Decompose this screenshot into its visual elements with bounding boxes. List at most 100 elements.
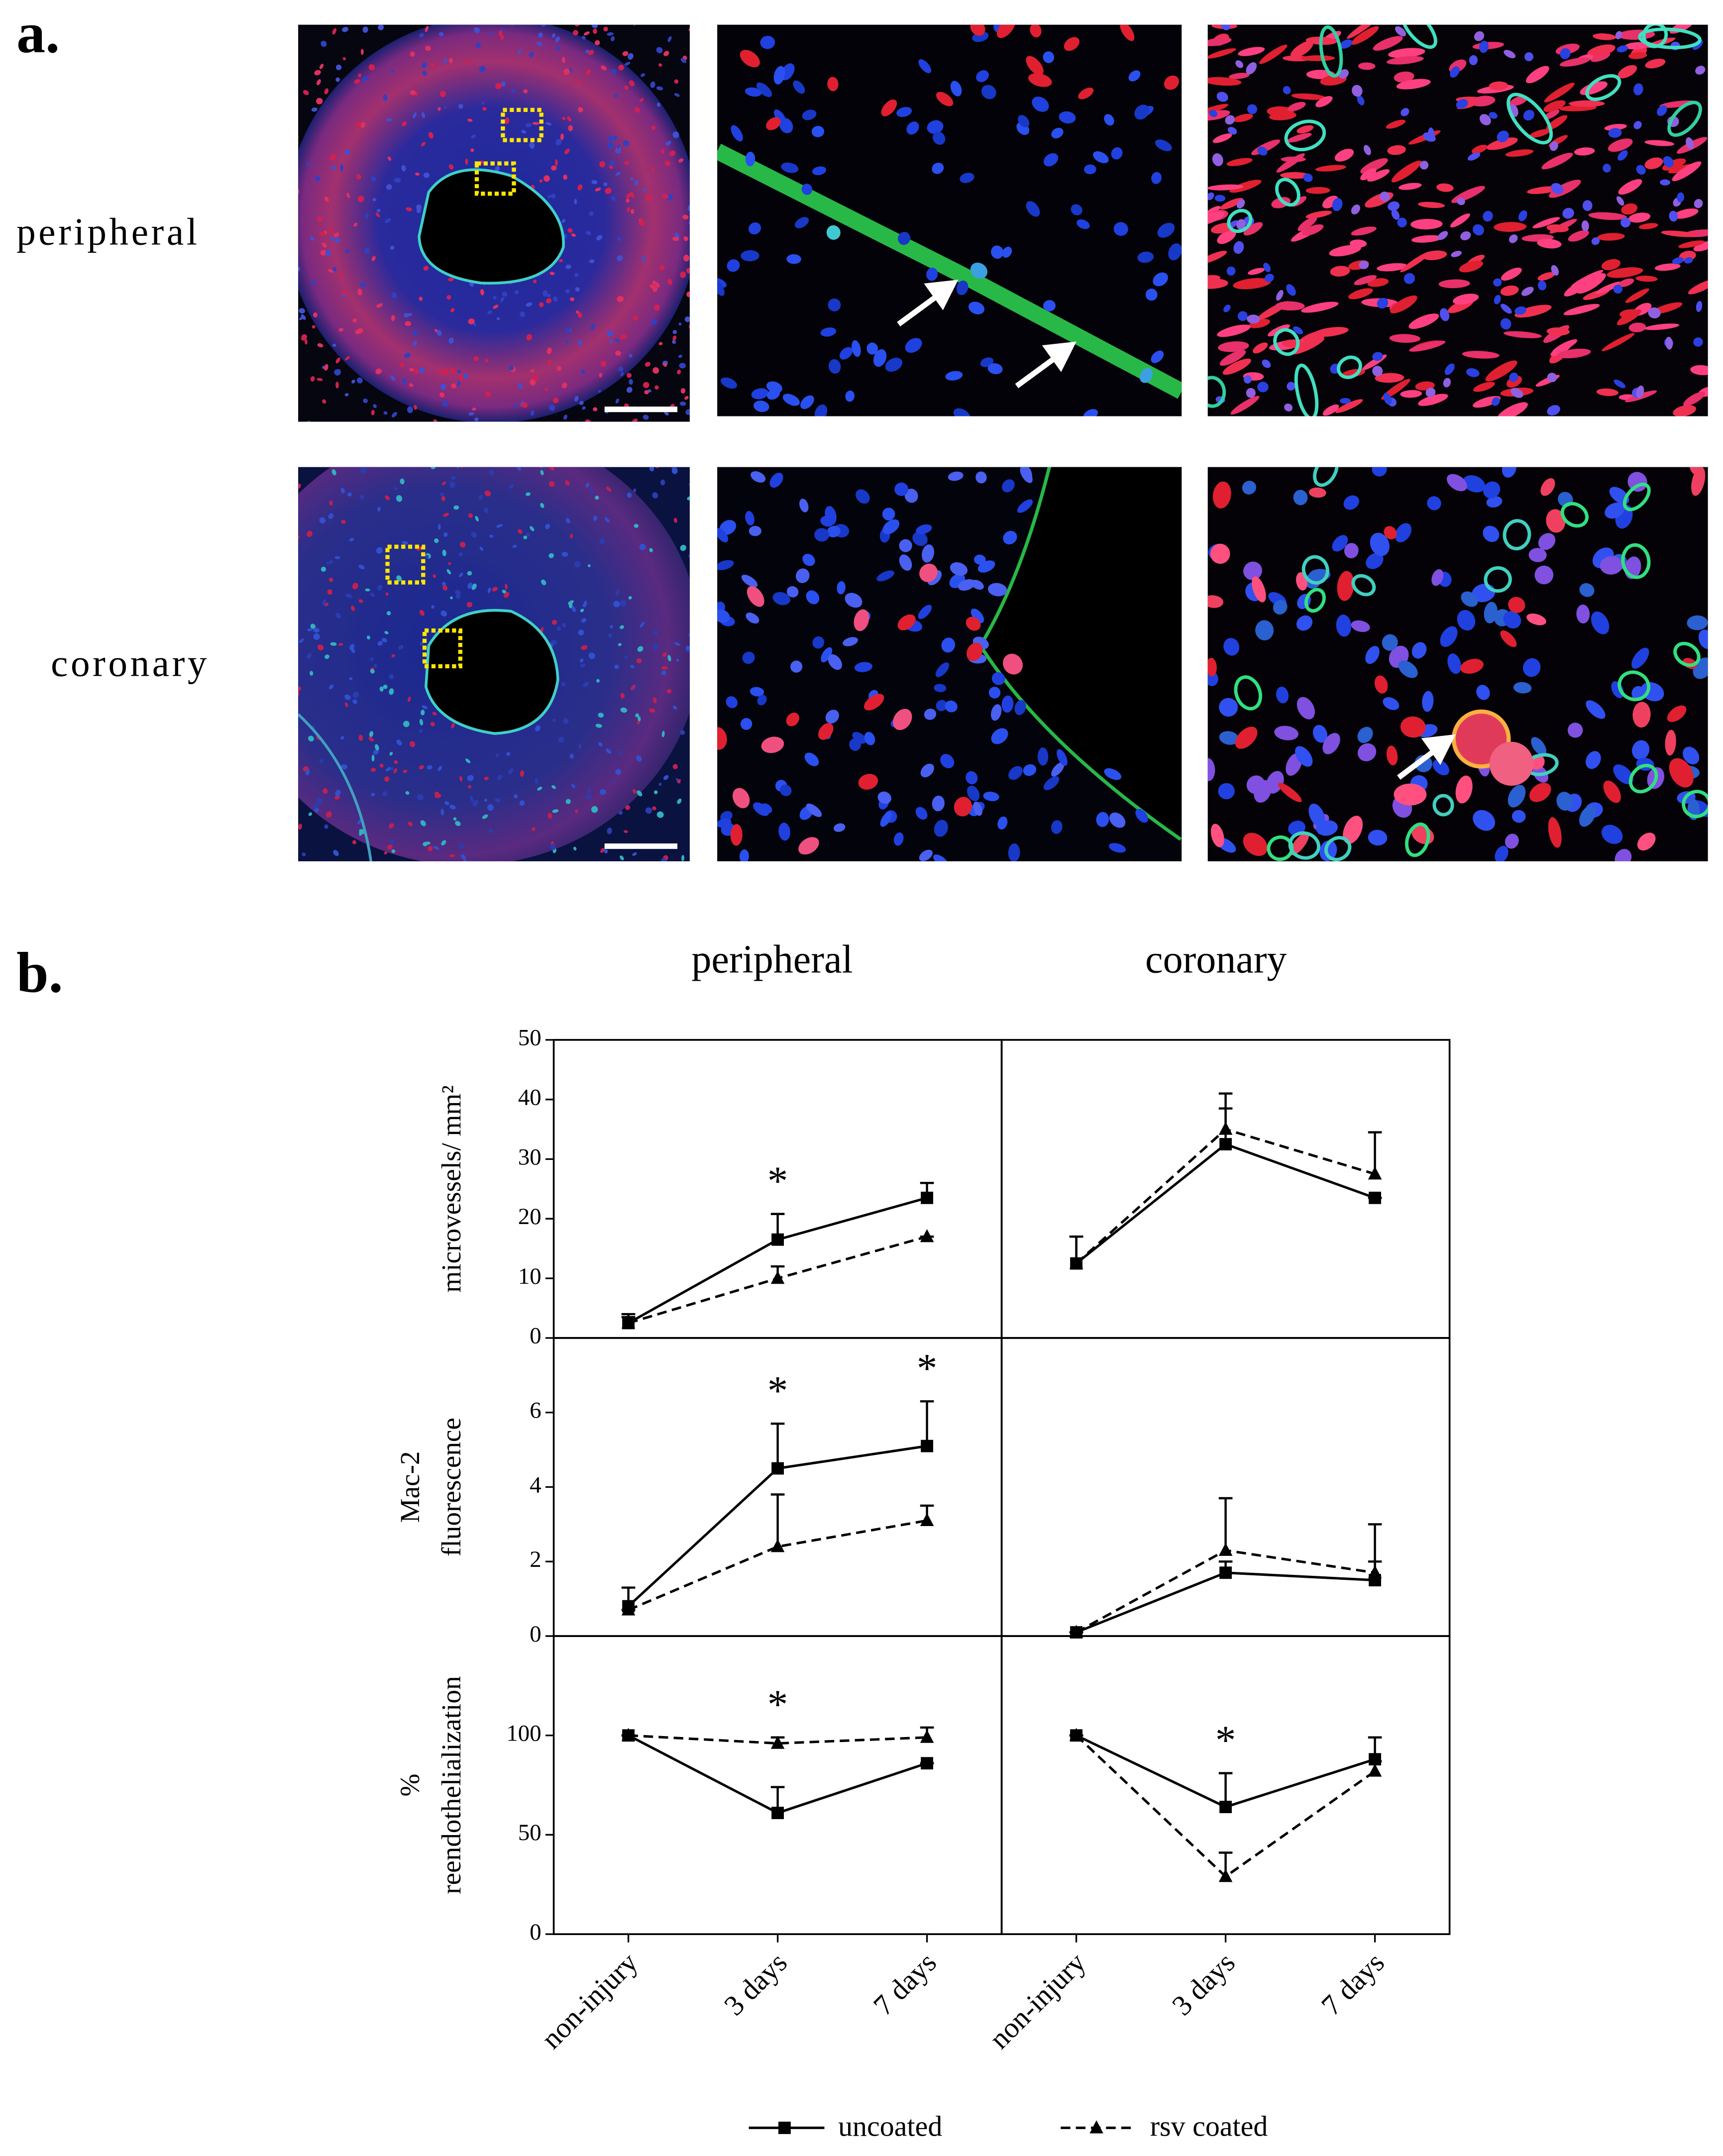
lumen [418, 168, 565, 285]
cell [750, 687, 764, 697]
cell [412, 330, 418, 336]
cell [1683, 392, 1706, 407]
cell [1235, 60, 1244, 68]
cells [298, 460, 690, 861]
cell [1374, 675, 1388, 694]
cell [1316, 820, 1338, 836]
cell [1422, 691, 1434, 712]
cell [386, 184, 392, 190]
cell [529, 142, 535, 149]
cell [1444, 363, 1455, 375]
cell [385, 495, 390, 501]
cell [357, 196, 364, 203]
cell [431, 467, 436, 469]
cell [555, 36, 560, 43]
cell [449, 854, 455, 857]
cell [933, 854, 949, 861]
cell [1207, 250, 1227, 264]
cell [1372, 467, 1387, 477]
cell [567, 116, 572, 122]
cell [567, 228, 573, 233]
cell [352, 699, 357, 704]
cell [329, 560, 333, 564]
cell [329, 14, 335, 19]
cell [1389, 334, 1421, 343]
cell [652, 281, 656, 285]
cell [656, 103, 661, 107]
cell [317, 378, 323, 381]
cell [1628, 212, 1651, 223]
cell [1233, 278, 1271, 290]
cell [751, 388, 769, 400]
cell [1313, 327, 1349, 337]
cell [468, 318, 475, 324]
cell [769, 472, 783, 488]
cell [458, 844, 464, 849]
cell [741, 250, 759, 262]
cell [317, 79, 321, 86]
cell [500, 297, 505, 303]
cell [1559, 57, 1590, 67]
cell [662, 652, 667, 657]
cell [425, 45, 431, 51]
cell [1243, 222, 1263, 236]
cell [882, 508, 895, 520]
cell [1296, 697, 1315, 719]
cell [571, 784, 575, 789]
cell [512, 544, 517, 548]
cell [667, 18, 673, 25]
legend-marker [778, 2121, 791, 2134]
cell [355, 460, 362, 466]
cell [456, 467, 459, 469]
cell [441, 496, 445, 502]
cell [471, 583, 477, 590]
cell [1207, 376, 1226, 408]
cell [912, 531, 928, 546]
error-bar [920, 1400, 934, 1446]
cell [781, 162, 799, 173]
cell [745, 87, 762, 97]
cell [906, 121, 919, 135]
cell [1227, 208, 1253, 233]
cell [317, 216, 323, 222]
cell [353, 222, 358, 227]
cell [1292, 337, 1325, 355]
cell [610, 625, 613, 628]
cell [1135, 809, 1148, 823]
cell [556, 366, 562, 371]
cell [1497, 130, 1509, 142]
cell [658, 63, 662, 67]
cell [603, 26, 608, 32]
cell [577, 184, 583, 191]
cell [316, 798, 323, 805]
cell [387, 156, 392, 161]
cell [305, 769, 310, 776]
cell [433, 419, 437, 422]
cell [375, 744, 379, 751]
cell [600, 847, 605, 853]
cell [358, 734, 363, 741]
cell [1618, 278, 1634, 287]
cell [357, 289, 362, 296]
cell [1078, 88, 1094, 100]
cell [1398, 660, 1418, 678]
cell [545, 122, 552, 125]
cell [1538, 533, 1556, 550]
cell [628, 53, 634, 60]
cell [314, 808, 319, 813]
cell [377, 507, 381, 512]
cell [532, 122, 539, 125]
cell [637, 646, 644, 652]
cell [578, 744, 582, 749]
arrow [1397, 746, 1439, 780]
cell [749, 525, 761, 536]
cell [652, 806, 656, 811]
marker [621, 1728, 636, 1741]
cell [617, 255, 623, 261]
cell [1501, 267, 1522, 281]
cell [308, 812, 313, 816]
cell [656, 47, 663, 54]
cell [358, 565, 365, 570]
cell [1247, 104, 1258, 114]
cell [639, 543, 646, 550]
